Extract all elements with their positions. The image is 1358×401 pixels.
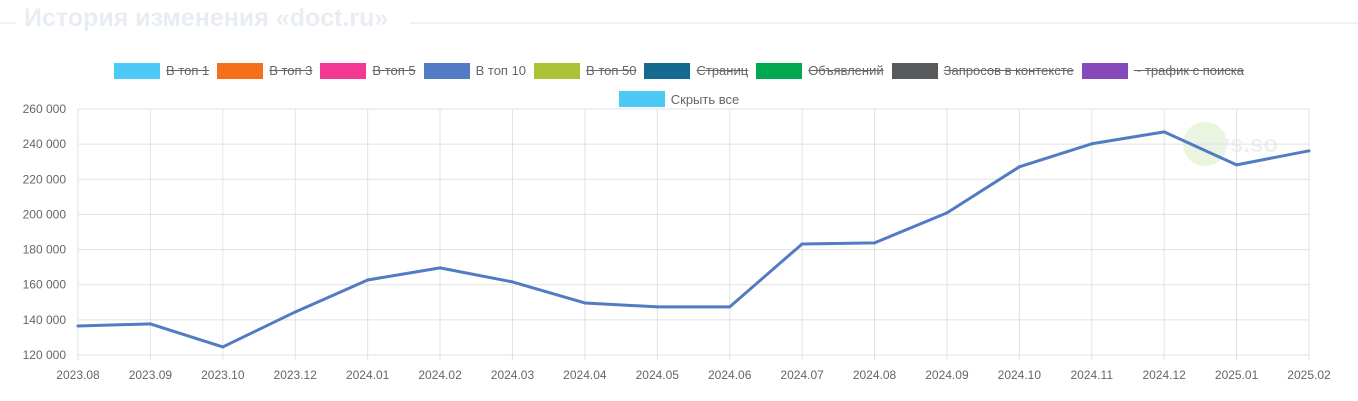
legend-swatch <box>756 62 803 79</box>
x-tick-label: 2024.08 <box>853 368 897 382</box>
y-tick-label: 140 000 <box>23 313 67 327</box>
legend-swatch <box>114 62 160 79</box>
data-point <box>438 266 442 270</box>
legend-label: Объявлений <box>808 63 884 78</box>
x-tick-label: 2023.09 <box>129 368 173 382</box>
data-point <box>148 322 152 326</box>
data-point <box>728 305 732 309</box>
x-tick-label: 2024.01 <box>346 368 390 382</box>
x-tick-label: 2024.03 <box>491 368 535 382</box>
data-point <box>293 310 297 314</box>
data-point <box>510 280 514 284</box>
data-point <box>800 242 804 246</box>
x-tick-label: 2025.02 <box>1287 368 1331 382</box>
legend-item[interactable]: В топ 10 <box>423 58 527 83</box>
y-tick-label: 240 000 <box>23 137 67 151</box>
legend-label: В топ 10 <box>475 63 527 78</box>
y-tick-label: 120 000 <box>23 348 67 362</box>
y-tick-label: 160 000 <box>23 278 67 292</box>
legend-swatch <box>618 91 665 107</box>
data-point <box>873 241 877 245</box>
legend-item[interactable]: Запросов в контексте <box>891 58 1074 83</box>
title-row: История изменения «doct.ru» <box>0 4 1358 34</box>
series-line <box>77 130 1310 349</box>
data-point <box>1090 142 1094 146</box>
legend-item[interactable]: В топ 5 <box>320 58 416 83</box>
x-tick-label: 2024.07 <box>780 368 824 382</box>
x-tick-label: 2024.05 <box>636 368 680 382</box>
data-point <box>583 301 587 305</box>
x-tick-label: 2024.02 <box>418 368 462 382</box>
chart-title: История изменения «doct.ru» <box>24 4 389 32</box>
legend-swatch <box>1081 62 1128 79</box>
title-divider <box>0 22 16 24</box>
legend-swatch <box>423 62 470 79</box>
legend-item[interactable]: Объявлений <box>756 58 884 83</box>
x-tick-label: 2023.08 <box>56 368 100 382</box>
x-tick-label: 2024.06 <box>708 368 752 382</box>
legend-label: Скрыть все <box>670 91 740 107</box>
legend-label: В топ 1 <box>166 63 210 78</box>
legend-label: В топ 50 <box>586 63 637 78</box>
x-tick-label: 2024.12 <box>1142 368 1186 382</box>
x-tick-label: 2024.11 <box>1071 368 1114 382</box>
x-tick-label: 2023.12 <box>274 368 318 382</box>
x-tick-label: 2024.10 <box>998 368 1042 382</box>
legend-label: Запросов в контексте <box>943 63 1074 78</box>
legend-item[interactable]: В топ 3 <box>217 58 312 83</box>
y-tick-label: 220 000 <box>23 172 67 186</box>
legend-swatch <box>534 62 581 79</box>
data-point <box>1307 149 1311 153</box>
legend-label: В топ 5 <box>372 63 416 78</box>
legend-swatch <box>644 62 691 79</box>
chart-legend: В топ 1 В топ 3 В топ 5 В топ 10 В топ 50 Стр… <box>0 58 1358 115</box>
legend-swatch <box>320 62 367 79</box>
y-tick-label: 200 000 <box>23 207 67 221</box>
legend-label: В топ 3 <box>269 63 313 78</box>
data-point <box>945 211 949 215</box>
data-point <box>655 305 659 309</box>
x-tick-label: 2024.09 <box>925 368 969 382</box>
data-point <box>1235 163 1239 167</box>
data-point <box>221 345 225 349</box>
legend-item[interactable]: Страниц <box>644 58 748 83</box>
data-point <box>76 324 80 328</box>
x-tick-label: 2023.10 <box>201 368 245 382</box>
x-tick-label: 2025.01 <box>1215 368 1259 382</box>
data-point <box>1017 165 1021 169</box>
legend-item[interactable]: Скрыть все <box>618 87 740 112</box>
legend-item[interactable]: ~ трафик с поиска <box>1081 58 1244 83</box>
data-point <box>1162 130 1166 134</box>
legend-swatch <box>891 62 938 79</box>
legend-item[interactable]: В топ 50 <box>534 58 636 83</box>
legend-label: Страниц <box>696 63 749 78</box>
y-tick-label: 180 000 <box>23 243 67 257</box>
legend-swatch <box>217 62 264 79</box>
title-divider <box>410 22 1358 24</box>
x-tick-label: 2024.04 <box>563 368 607 382</box>
legend-label: ~ трафик с поиска <box>1133 63 1244 78</box>
legend-item[interactable]: В топ 1 <box>114 58 209 83</box>
data-point <box>366 278 370 282</box>
y-tick-label: 260 000 <box>23 102 67 116</box>
